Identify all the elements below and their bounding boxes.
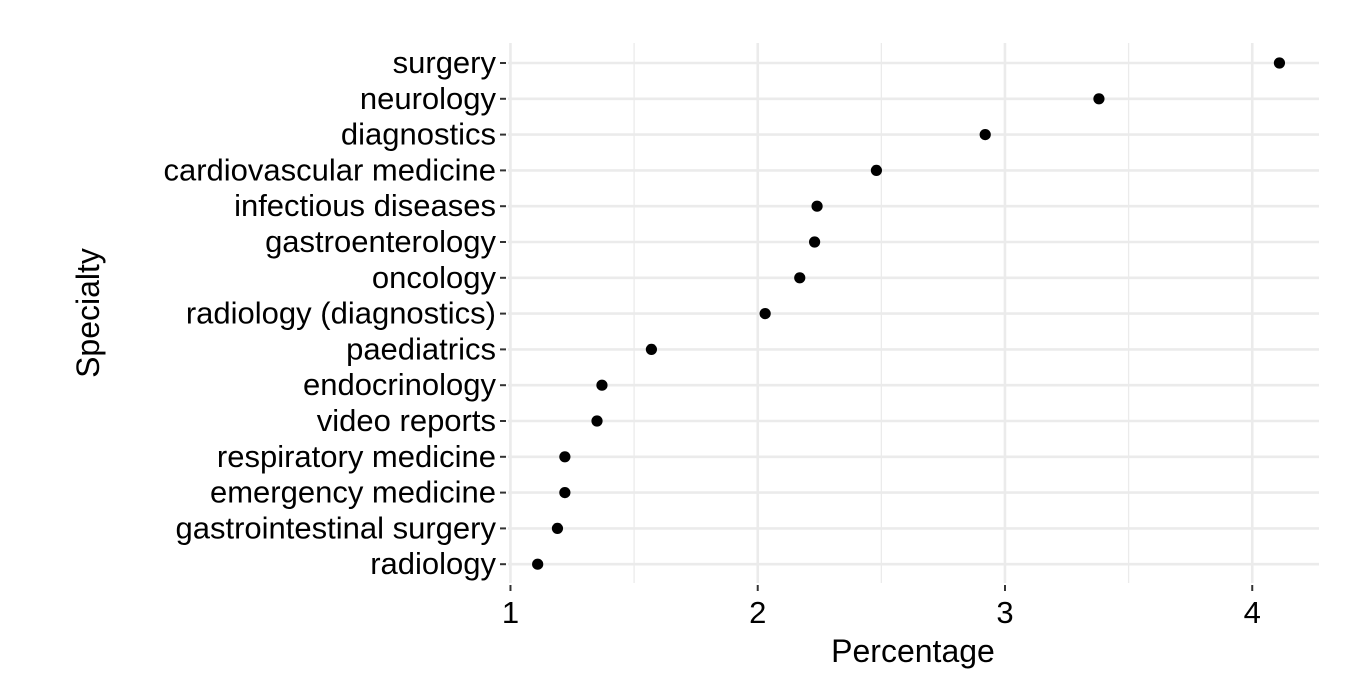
y-tick-label: oncology [372, 260, 497, 295]
x-tick-label: 4 [1244, 595, 1261, 630]
x-tick-label: 2 [749, 595, 766, 630]
data-point [759, 308, 771, 320]
grid-layer [508, 43, 1319, 583]
y-axis-title: Specialty [70, 248, 106, 378]
y-tick-label: surgery [393, 45, 497, 80]
axis-layer: surgeryneurologydiagnosticscardiovascula… [163, 45, 1260, 630]
x-axis-title: Percentage [831, 633, 995, 669]
y-tick-label: gastroenterology [265, 224, 496, 259]
y-tick-label: respiratory medicine [217, 439, 496, 474]
data-point [979, 129, 991, 141]
data-point [645, 343, 658, 355]
data-point [559, 451, 571, 463]
data-point [596, 379, 608, 391]
data-point [811, 200, 823, 212]
data-point [551, 522, 564, 535]
data-point [1093, 93, 1105, 105]
y-tick-label: cardiovascular medicine [163, 152, 496, 187]
data-point [1273, 57, 1286, 69]
data-point [794, 272, 806, 284]
points-layer [532, 57, 1286, 570]
y-tick-label: infectious diseases [234, 188, 496, 223]
y-tick-label: emergency medicine [210, 475, 496, 510]
y-tick-label: paediatrics [346, 331, 496, 366]
y-tick-label: endocrinology [303, 367, 497, 402]
y-tick-label: video reports [317, 403, 496, 438]
data-point [532, 558, 544, 570]
data-point [591, 415, 603, 427]
x-tick-label: 1 [502, 595, 519, 630]
data-point [559, 487, 571, 499]
data-point [870, 164, 883, 176]
y-tick-label: diagnostics [341, 117, 496, 152]
y-tick-label: radiology (diagnostics) [186, 296, 496, 331]
data-point [808, 236, 821, 248]
x-tick-label: 3 [996, 595, 1013, 630]
y-tick-label: radiology [370, 546, 496, 581]
y-tick-label: neurology [360, 81, 497, 116]
y-tick-label: gastrointestinal surgery [176, 510, 497, 545]
